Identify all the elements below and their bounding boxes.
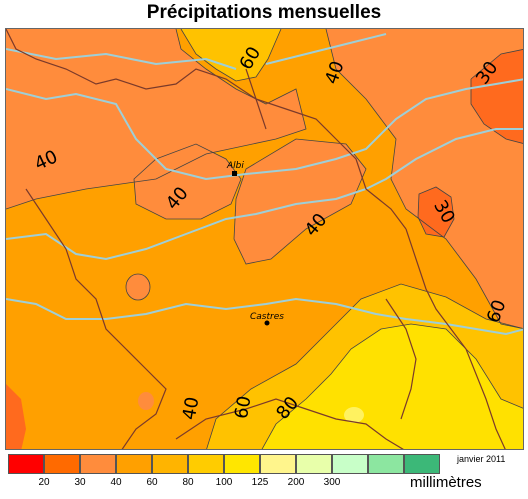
city-label-castres: Castres <box>250 312 284 322</box>
city-marker-castres <box>264 320 270 326</box>
legend-tick: 80 <box>182 477 194 488</box>
contour-label: 40 <box>179 395 204 421</box>
department-borders <box>6 29 506 449</box>
legend-swatch <box>368 454 404 474</box>
color-scale <box>8 454 440 474</box>
legend-tick: 40 <box>110 477 122 488</box>
map-title: Précipitations mensuelles <box>146 2 382 23</box>
legend-swatch <box>8 454 44 474</box>
city-label-albi: Albi <box>226 161 244 171</box>
legend-swatch <box>152 454 188 474</box>
legend-swatch <box>188 454 224 474</box>
contour-lines <box>6 29 523 449</box>
band-lt30-southwest <box>6 384 26 449</box>
unit-label: millimètres <box>410 474 482 491</box>
legend-swatch <box>296 454 332 474</box>
legend-tick: 30 <box>74 477 86 488</box>
legend-swatch <box>116 454 152 474</box>
legend-swatch <box>404 454 440 474</box>
legend-swatch <box>224 454 260 474</box>
legend-tick: 100 <box>215 477 233 488</box>
legend-swatch <box>332 454 368 474</box>
band-30-40-small <box>126 274 150 300</box>
band-30-40-south <box>138 392 154 410</box>
contour-label: 60 <box>231 394 256 420</box>
legend-tick: 20 <box>38 477 50 488</box>
legend-swatch <box>44 454 80 474</box>
band-lt30-northeast <box>471 49 523 144</box>
date-label: janvier 2011 <box>457 454 506 464</box>
band-30-40-east <box>234 139 366 264</box>
legend-tick: 125 <box>251 477 269 488</box>
band-30-40-northwest <box>6 29 306 209</box>
legend-ticks: 20 30 40 60 80 100 125 200 300 <box>8 477 428 491</box>
legend-tick: 200 <box>287 477 305 488</box>
rivers <box>6 33 523 336</box>
band-80-100 <box>262 324 523 449</box>
legend-tick: 300 <box>323 477 341 488</box>
precipitation-map: 60 40 30 40 40 40 30 60 40 60 80 Albi Ca… <box>5 28 524 450</box>
band-60-80-north <box>181 29 281 81</box>
city-marker-albi <box>232 171 237 176</box>
band-100-125 <box>344 407 364 423</box>
legend-swatch <box>80 454 116 474</box>
legend-tick: 60 <box>146 477 158 488</box>
legend-swatch <box>260 454 296 474</box>
